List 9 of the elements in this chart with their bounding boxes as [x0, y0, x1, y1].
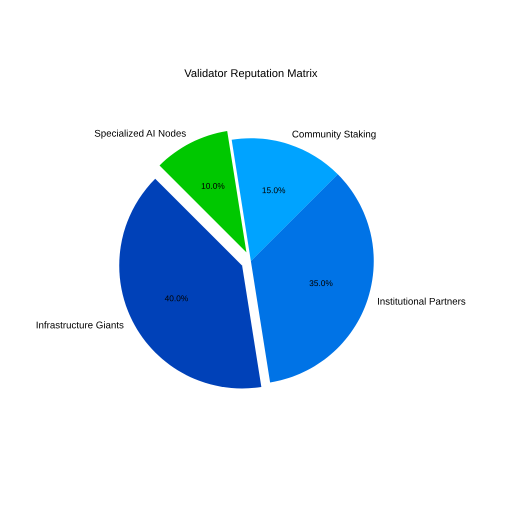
chart-title: Validator Reputation Matrix — [184, 68, 318, 80]
data-label: 35.0% — [310, 280, 333, 286]
slice-label: Community Staking — [292, 130, 376, 140]
slice-label: Institutional Partners — [378, 298, 466, 305]
data-label: 10.0% — [202, 183, 224, 189]
data-label: 15.0% — [262, 187, 286, 194]
slice-label: Specialized AI Nodes — [94, 130, 186, 139]
data-label: 40.0% — [164, 295, 188, 302]
slice-label: Infrastructure Giants — [36, 321, 124, 328]
